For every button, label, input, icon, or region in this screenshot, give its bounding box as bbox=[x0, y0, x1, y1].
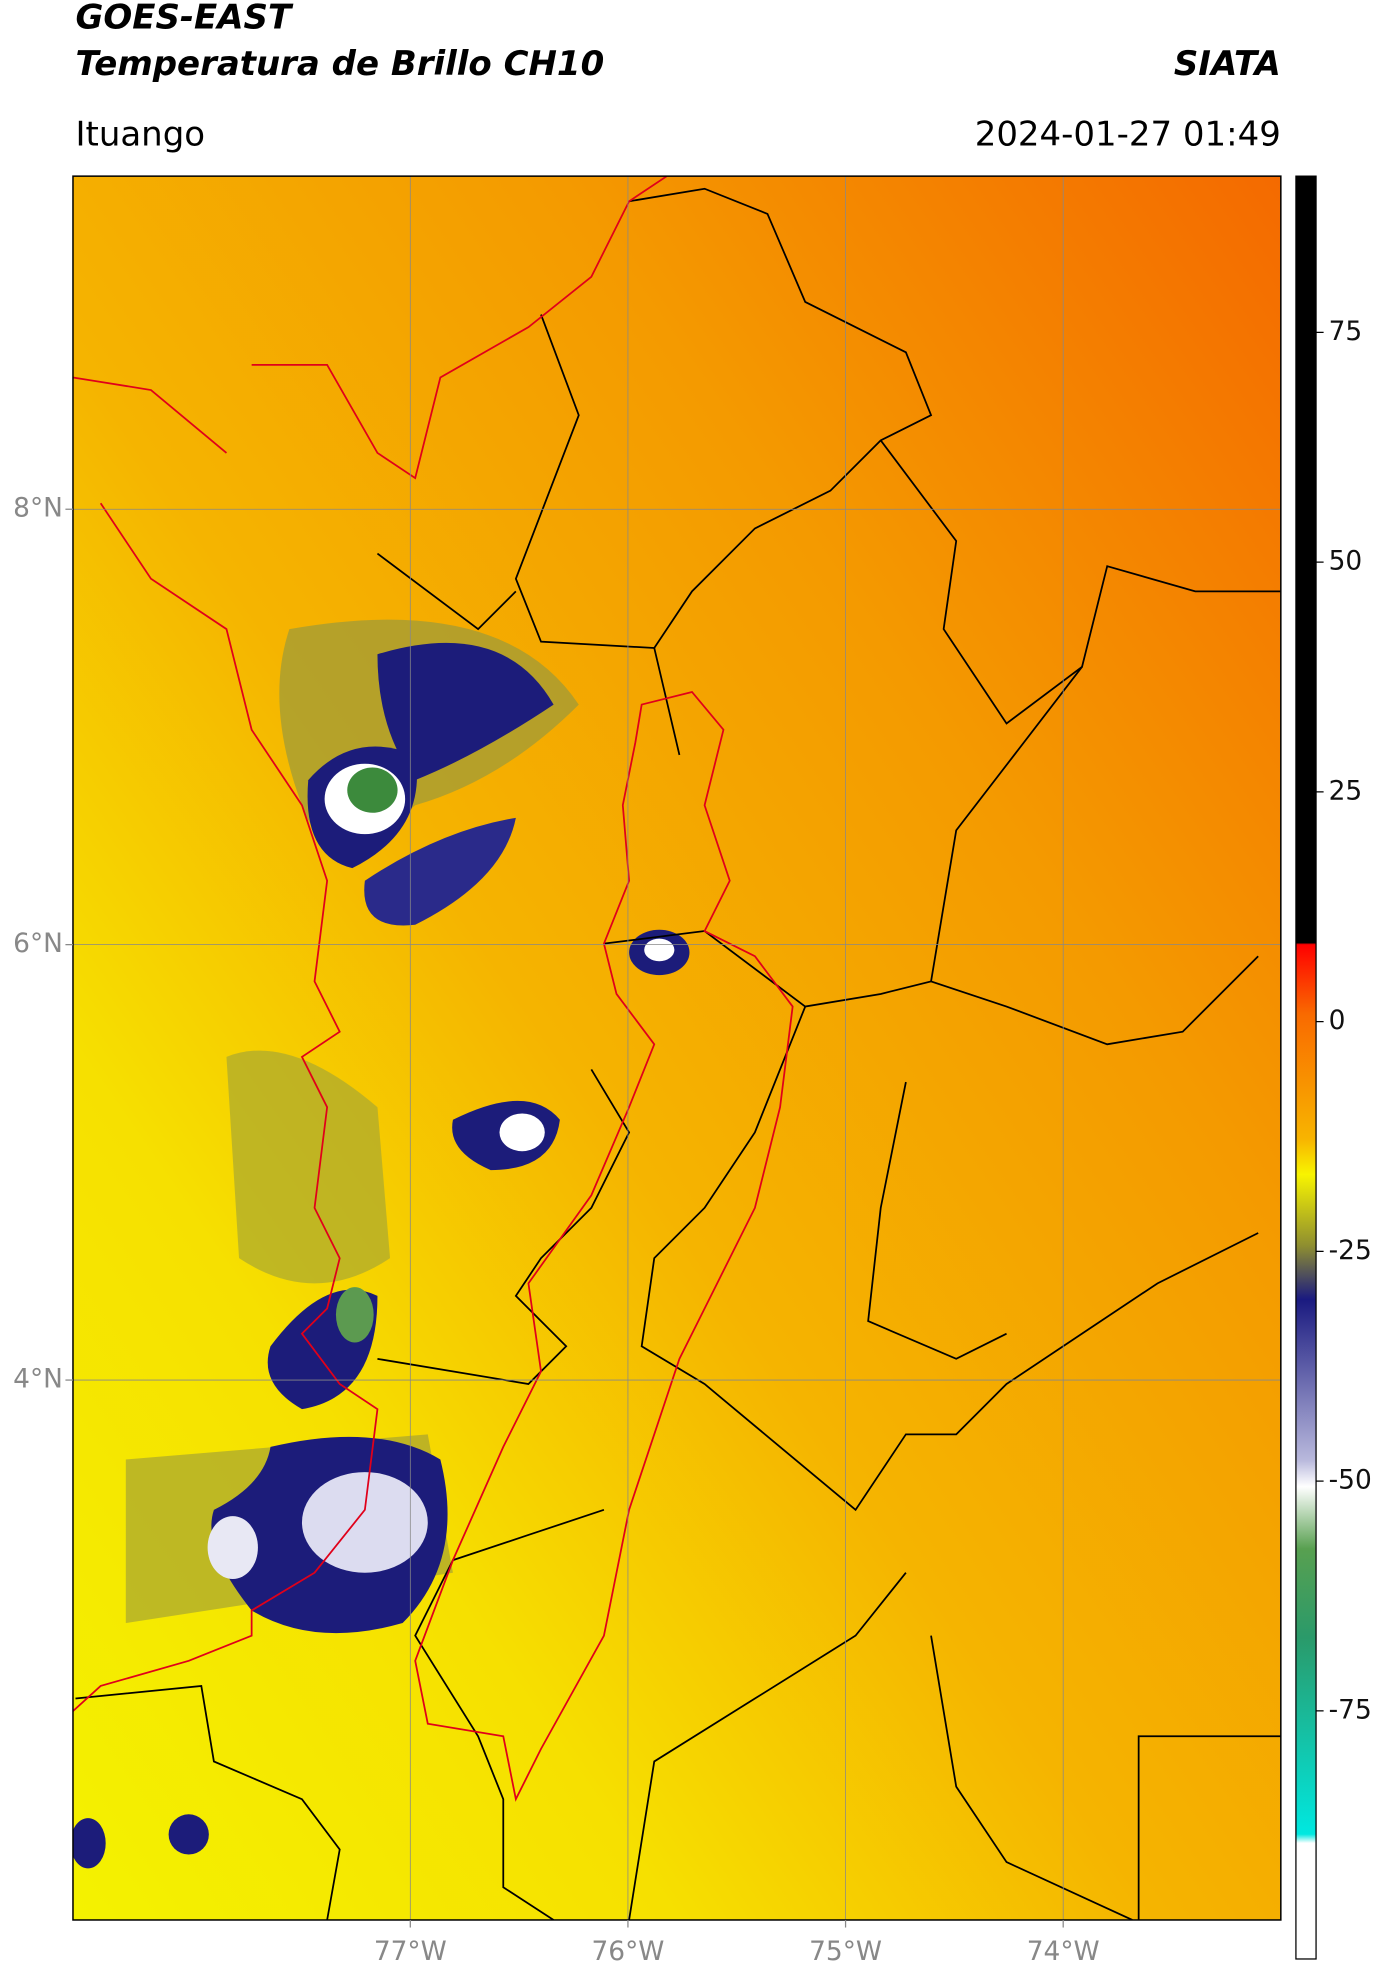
colorbar bbox=[1295, 175, 1317, 1960]
x-tick-label: 75°W bbox=[809, 1936, 882, 1967]
x-tick-label: 74°W bbox=[1027, 1936, 1100, 1967]
colorbar-tick-label: -25 bbox=[1329, 1235, 1372, 1266]
colorbar-tick-label: 25 bbox=[1329, 775, 1363, 806]
y-tick-label: 4°N bbox=[13, 1364, 63, 1395]
ticks: 77°W 76°W 75°W 74°W 8°N 6°N 4°N 75 50 25 0 -25 -50 -7… bbox=[13, 316, 1372, 1967]
colorbar-tick-label: 50 bbox=[1329, 546, 1363, 577]
y-tick-label: 8°N bbox=[13, 493, 63, 524]
subtitle: Temperatura de Brillo CH10 bbox=[75, 44, 604, 84]
map-background bbox=[72, 176, 1281, 1920]
colorbar-tick-label: -75 bbox=[1329, 1694, 1372, 1725]
x-tick-label: 76°W bbox=[591, 1936, 664, 1967]
y-tick-label: 6°N bbox=[13, 928, 63, 959]
title: GOES-EAST bbox=[75, 0, 293, 37]
grid bbox=[72, 176, 1281, 1920]
datetime: 2024-01-27 01:49 bbox=[975, 114, 1281, 154]
x-tick-label: 77°W bbox=[374, 1936, 447, 1967]
map-frame bbox=[72, 175, 1282, 1921]
colorbar-tick-label: 75 bbox=[1329, 316, 1363, 347]
source: SIATA bbox=[1174, 44, 1281, 84]
location: Ituango bbox=[75, 114, 205, 154]
colorbar-tick-label: 0 bbox=[1329, 1005, 1346, 1036]
colorbar-tick-label: -50 bbox=[1329, 1465, 1372, 1496]
borders bbox=[75, 187, 1281, 1920]
map bbox=[72, 176, 1281, 1920]
coastline bbox=[72, 176, 794, 1802]
clouds bbox=[72, 619, 690, 1869]
